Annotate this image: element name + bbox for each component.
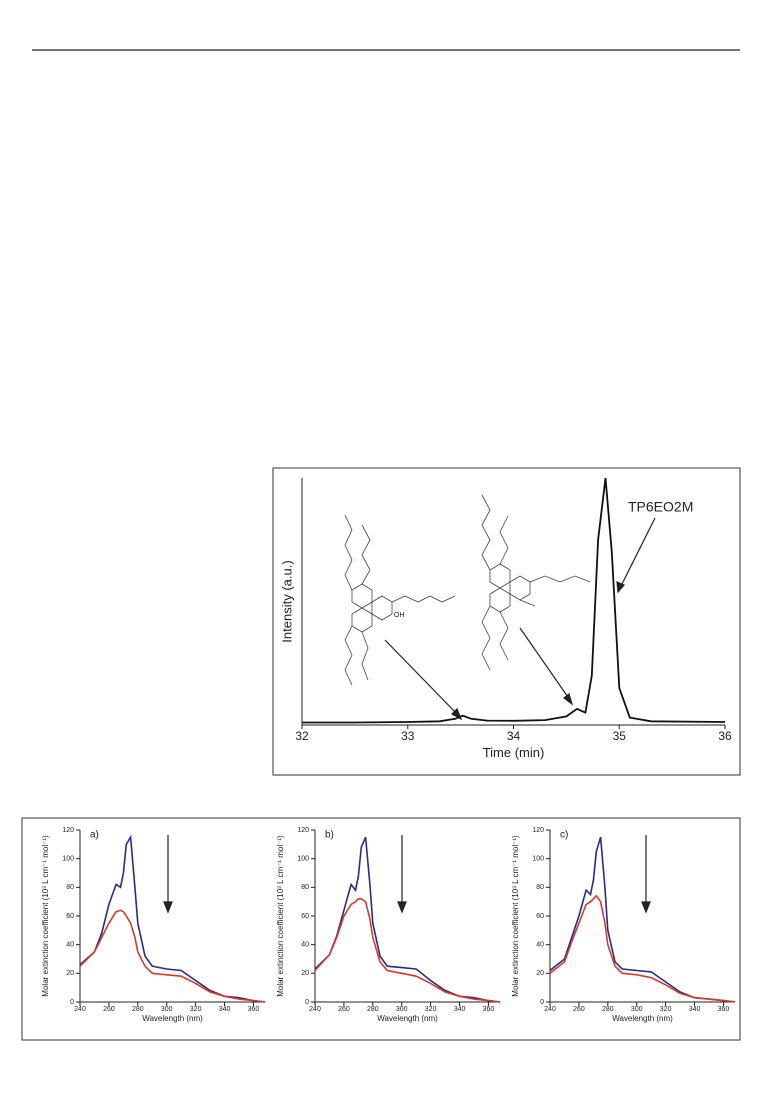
x-tick-label: 260 (103, 1006, 115, 1013)
x-axis-label: Time (min) (483, 745, 545, 760)
panel-label: c) (560, 830, 568, 841)
x-tick-label: 300 (631, 1006, 643, 1013)
x-tick-label: 320 (660, 1006, 672, 1013)
y-tick-label: 60 (536, 913, 544, 920)
series-line (549, 894, 736, 1003)
x-tick-label: 320 (190, 1006, 202, 1013)
y-tick-label: 0 (70, 999, 74, 1006)
x-tick-label: 300 (396, 1006, 408, 1013)
x-tick-label: 260 (338, 1006, 350, 1013)
x-tick-label: 360 (248, 1006, 260, 1013)
x-tick-label: 260 (573, 1006, 585, 1013)
series-line (549, 836, 736, 1003)
y-tick-label: 80 (536, 884, 544, 891)
panel-label: b) (325, 830, 334, 841)
x-axis-label: Wavelength (nm) (142, 1014, 203, 1023)
x-tick-label: 340 (454, 1006, 466, 1013)
y-tick-label: 80 (301, 884, 309, 891)
y-tick-label: 120 (62, 827, 74, 834)
x-tick-label: 320 (425, 1006, 437, 1013)
x-tick-label: 240 (74, 1006, 86, 1013)
x-tick-label: 280 (602, 1006, 614, 1013)
x-tick-label: 240 (309, 1006, 321, 1013)
x-tick-label: 240 (544, 1006, 556, 1013)
x-axis-label: Wavelength (nm) (612, 1014, 673, 1023)
y-tick-label: 40 (301, 942, 309, 949)
y-tick-label: 100 (532, 856, 544, 863)
x-tick-label: 33 (401, 729, 415, 743)
series-line (79, 834, 266, 1003)
x-tick-label: 300 (161, 1006, 173, 1013)
y-axis-label: Molar extinction coefficient (10³ L cm⁻¹… (511, 835, 520, 997)
y-tick-label: 120 (297, 827, 309, 834)
molecule-drawing (344, 494, 591, 686)
x-tick-label: 280 (367, 1006, 379, 1013)
y-tick-label: 60 (301, 913, 309, 920)
x-axis-label: Wavelength (nm) (377, 1014, 438, 1023)
x-tick-label: 32 (295, 729, 309, 743)
panel-label: a) (90, 830, 99, 841)
x-tick-label: 360 (483, 1006, 495, 1013)
x-tick-label: 360 (718, 1006, 730, 1013)
annotation-arrow (163, 517, 656, 914)
x-tick-label: 340 (689, 1006, 701, 1013)
y-tick-label: 100 (62, 856, 74, 863)
series-line (302, 477, 726, 724)
y-tick-label: 0 (305, 999, 309, 1006)
y-tick-label: 60 (66, 913, 74, 920)
series-line (79, 909, 266, 1003)
series-line (314, 898, 501, 1003)
y-tick-label: 100 (297, 856, 309, 863)
figure-frame (21, 817, 741, 1041)
annotation: TP6EO2M (628, 499, 693, 515)
x-tick-label: 35 (613, 729, 627, 743)
y-tick-label: 40 (66, 942, 74, 949)
x-tick-label: 340 (219, 1006, 231, 1013)
y-axis-label: Molar extinction coefficient (10³ L cm⁻¹… (41, 835, 50, 997)
y-axis-label: Molar extinction coefficient (10³ L cm⁻¹… (276, 835, 285, 997)
y-axis-label: Intensity (a.u.) (279, 560, 294, 642)
y-tick-label: 20 (536, 970, 544, 977)
y-tick-label: 120 (532, 827, 544, 834)
y-tick-label: 40 (536, 942, 544, 949)
y-tick-label: 20 (66, 970, 74, 977)
x-tick-label: 34 (507, 729, 521, 743)
x-tick-label: 36 (718, 729, 732, 743)
x-tick-label: 280 (132, 1006, 144, 1013)
annotation: OH (394, 612, 405, 619)
y-tick-label: 20 (301, 970, 309, 977)
y-tick-label: 80 (66, 884, 74, 891)
figure-frame (272, 467, 741, 776)
y-tick-label: 0 (540, 999, 544, 1006)
